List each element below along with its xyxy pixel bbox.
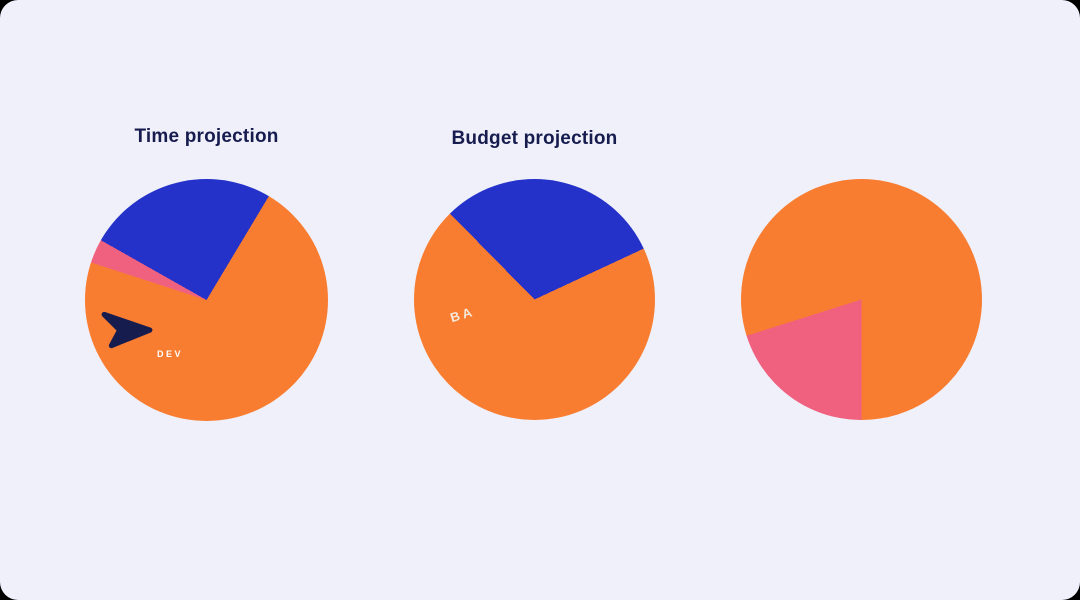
pie-chart-time-projection[interactable]: DEV: [85, 179, 328, 421]
pie-chart-budget-projection[interactable]: BA: [414, 179, 655, 420]
chart-title-time-projection: Time projection: [134, 126, 279, 147]
pie-chart-untitled[interactable]: [741, 179, 982, 420]
slice-label-dev: DEV: [157, 349, 184, 359]
cursor-arrow-icon: [101, 311, 153, 349]
slice-label-ba: BA: [448, 303, 477, 326]
chart-title-budget-projection: Budget projection: [451, 128, 618, 149]
